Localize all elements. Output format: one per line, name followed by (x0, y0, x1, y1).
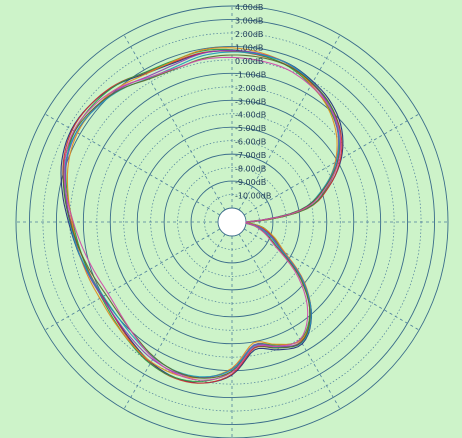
grid-spoke (44, 228, 221, 331)
radial-tick-labels: 4.00dB 3.00dB 2.00dB 1.00dB 0.00dB -1.00dB -2.… (235, 3, 271, 201)
radial-tick-label: -5.00dB (235, 124, 266, 133)
radial-tick-label: -3.00dB (235, 97, 266, 106)
radial-tick-label: -4.00dB (235, 111, 266, 120)
inner-disc (217, 207, 247, 237)
grid-ring (163, 153, 301, 291)
grid-ring (55, 45, 409, 399)
series-trace-7 (62, 54, 341, 379)
radial-tick-label: -9.00dB (235, 178, 266, 187)
grid-ring (123, 113, 341, 331)
radial-tick-label: 2.00dB (235, 30, 263, 39)
series-trace-8 (63, 56, 342, 381)
grid-spoke (238, 34, 341, 211)
radial-tick-label: -8.00dB (235, 165, 266, 174)
radial-tick-label: 3.00dB (235, 17, 263, 26)
grid-spoke (238, 233, 341, 410)
grid-spoke (123, 233, 226, 410)
radial-tick-label: -6.00dB (235, 138, 266, 147)
grid-ring (15, 5, 449, 438)
grid-spoke (123, 34, 226, 211)
grid-spoke (243, 113, 420, 216)
radial-tick-label: 4.00dB (235, 3, 263, 12)
radial-tick-label: -2.00dB (235, 84, 266, 93)
grid-ring (177, 167, 287, 277)
grid-ring (109, 99, 355, 345)
series-trace-6 (63, 51, 340, 378)
series-trace-1 (60, 50, 344, 384)
pattern-traces (60, 47, 344, 384)
polar-grid (15, 5, 449, 438)
radial-tick-label: -1.00dB (235, 70, 266, 79)
radial-tick-label: 1.00dB (235, 43, 263, 52)
grid-ring (69, 59, 395, 385)
grid-spoke (243, 228, 420, 331)
series-trace-4 (66, 47, 338, 379)
radial-tick-label: -7.00dB (235, 151, 266, 160)
radial-tick-label: -10.00dB (235, 192, 271, 201)
radial-tick-label: 0.00dB (235, 57, 263, 66)
